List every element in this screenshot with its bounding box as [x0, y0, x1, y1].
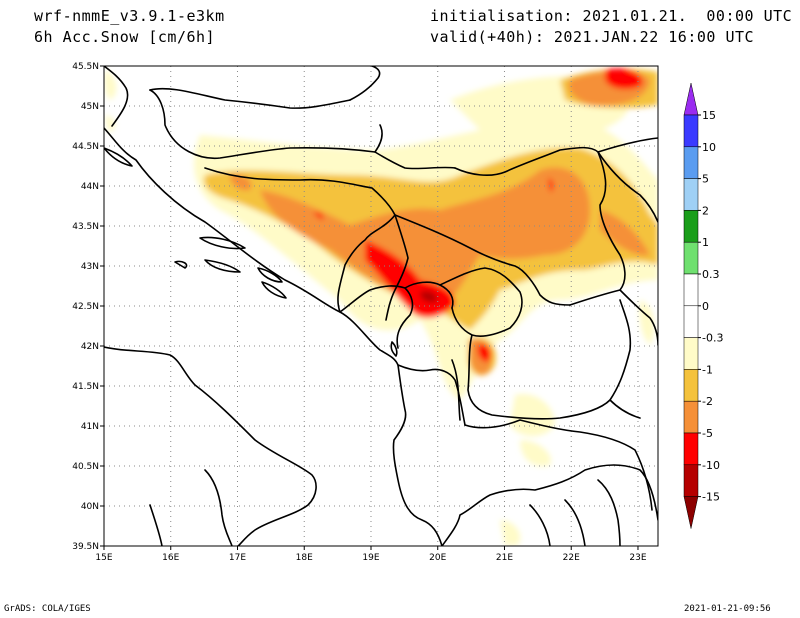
valid-time: valid(+40h): 2021.JAN.22 16:00 UTC [430, 28, 755, 46]
lat-tick-label: 40N [81, 502, 99, 512]
longitude-axis: 15E 16E 17E 18E 19E 20E 21E 22E 23E [95, 546, 647, 563]
graticule [104, 66, 658, 546]
colorbar-segment [683, 432, 699, 466]
colorbar-label: 2 [702, 204, 709, 217]
lat-tick-label: 45N [81, 102, 99, 112]
lat-tick-label: 40.5N [72, 462, 99, 472]
lat-tick-label: 42N [81, 342, 99, 352]
lat-tick-label: 43.5N [72, 222, 99, 232]
coastlines-borders [104, 66, 658, 546]
lon-tick-label: 18E [296, 553, 313, 563]
lon-tick-label: 20E [429, 553, 446, 563]
colorbar-segment [683, 210, 699, 243]
colorbar-segment [683, 178, 699, 211]
latitude-axis: 39.5N 40N 40.5N 41N 41.5N 42N 42.5N 43N 43.5N 44N… [72, 62, 104, 552]
model-title: wrf-nmmE_v3.9.1-e3km [34, 7, 225, 25]
colorbar-segment [683, 337, 699, 370]
colorbar-label: 0 [702, 300, 709, 313]
snow-field [104, 68, 658, 546]
colorbar-label: -10 [702, 459, 720, 472]
colorbar-label: -1 [702, 363, 713, 376]
lon-tick-label: 17E [229, 553, 246, 563]
field-title: 6h Acc.Snow [cm/6h] [34, 28, 216, 46]
lat-tick-label: 45.5N [72, 62, 99, 72]
colorbar-segment [683, 146, 699, 179]
colorbar: 15 10 5 2 1 0.3 0 -0.3 -1 -2 -5 -10 -15 [683, 82, 723, 529]
colorbar-label: 0.3 [702, 268, 720, 281]
lat-tick-label: 42.5N [72, 302, 99, 312]
lon-tick-label: 15E [95, 553, 112, 563]
lon-tick-label: 16E [162, 553, 179, 563]
lat-tick-label: 43N [81, 262, 99, 272]
colorbar-top-arrow [683, 82, 699, 116]
lat-tick-label: 41.5N [72, 382, 99, 392]
colorbar-label: 15 [702, 109, 716, 122]
lon-tick-label: 23E [629, 553, 646, 563]
colorbar-label: 1 [702, 236, 709, 249]
grads-credit: GrADS: COLA/IGES [4, 604, 91, 614]
colorbar-segment [683, 400, 699, 434]
colorbar-label: -2 [702, 395, 713, 408]
lon-tick-label: 19E [362, 553, 379, 563]
colorbar-bottom-arrow [683, 496, 699, 529]
lat-tick-label: 44N [81, 182, 99, 192]
lat-tick-label: 39.5N [72, 542, 99, 552]
lat-tick-label: 44.5N [72, 142, 99, 152]
colorbar-label: 5 [702, 173, 709, 186]
colorbar-label: -0.3 [702, 332, 723, 345]
colorbar-segment [683, 369, 699, 402]
initialisation-time: initialisation: 2021.01.21. 00:00 UTC [430, 7, 793, 25]
colorbar-segment [683, 273, 699, 307]
lon-tick-label: 21E [496, 553, 513, 563]
colorbar-segment [683, 305, 699, 338]
lat-tick-label: 41N [81, 422, 99, 432]
generation-timestamp: 2021-01-21-09:56 [684, 604, 771, 614]
lon-tick-label: 22E [563, 553, 580, 563]
colorbar-segment [683, 241, 699, 275]
colorbar-segment [683, 464, 699, 497]
colorbar-label: -5 [702, 427, 713, 440]
colorbar-label: 10 [702, 141, 716, 154]
colorbar-segment [683, 114, 699, 148]
colorbar-label: -15 [702, 491, 720, 504]
